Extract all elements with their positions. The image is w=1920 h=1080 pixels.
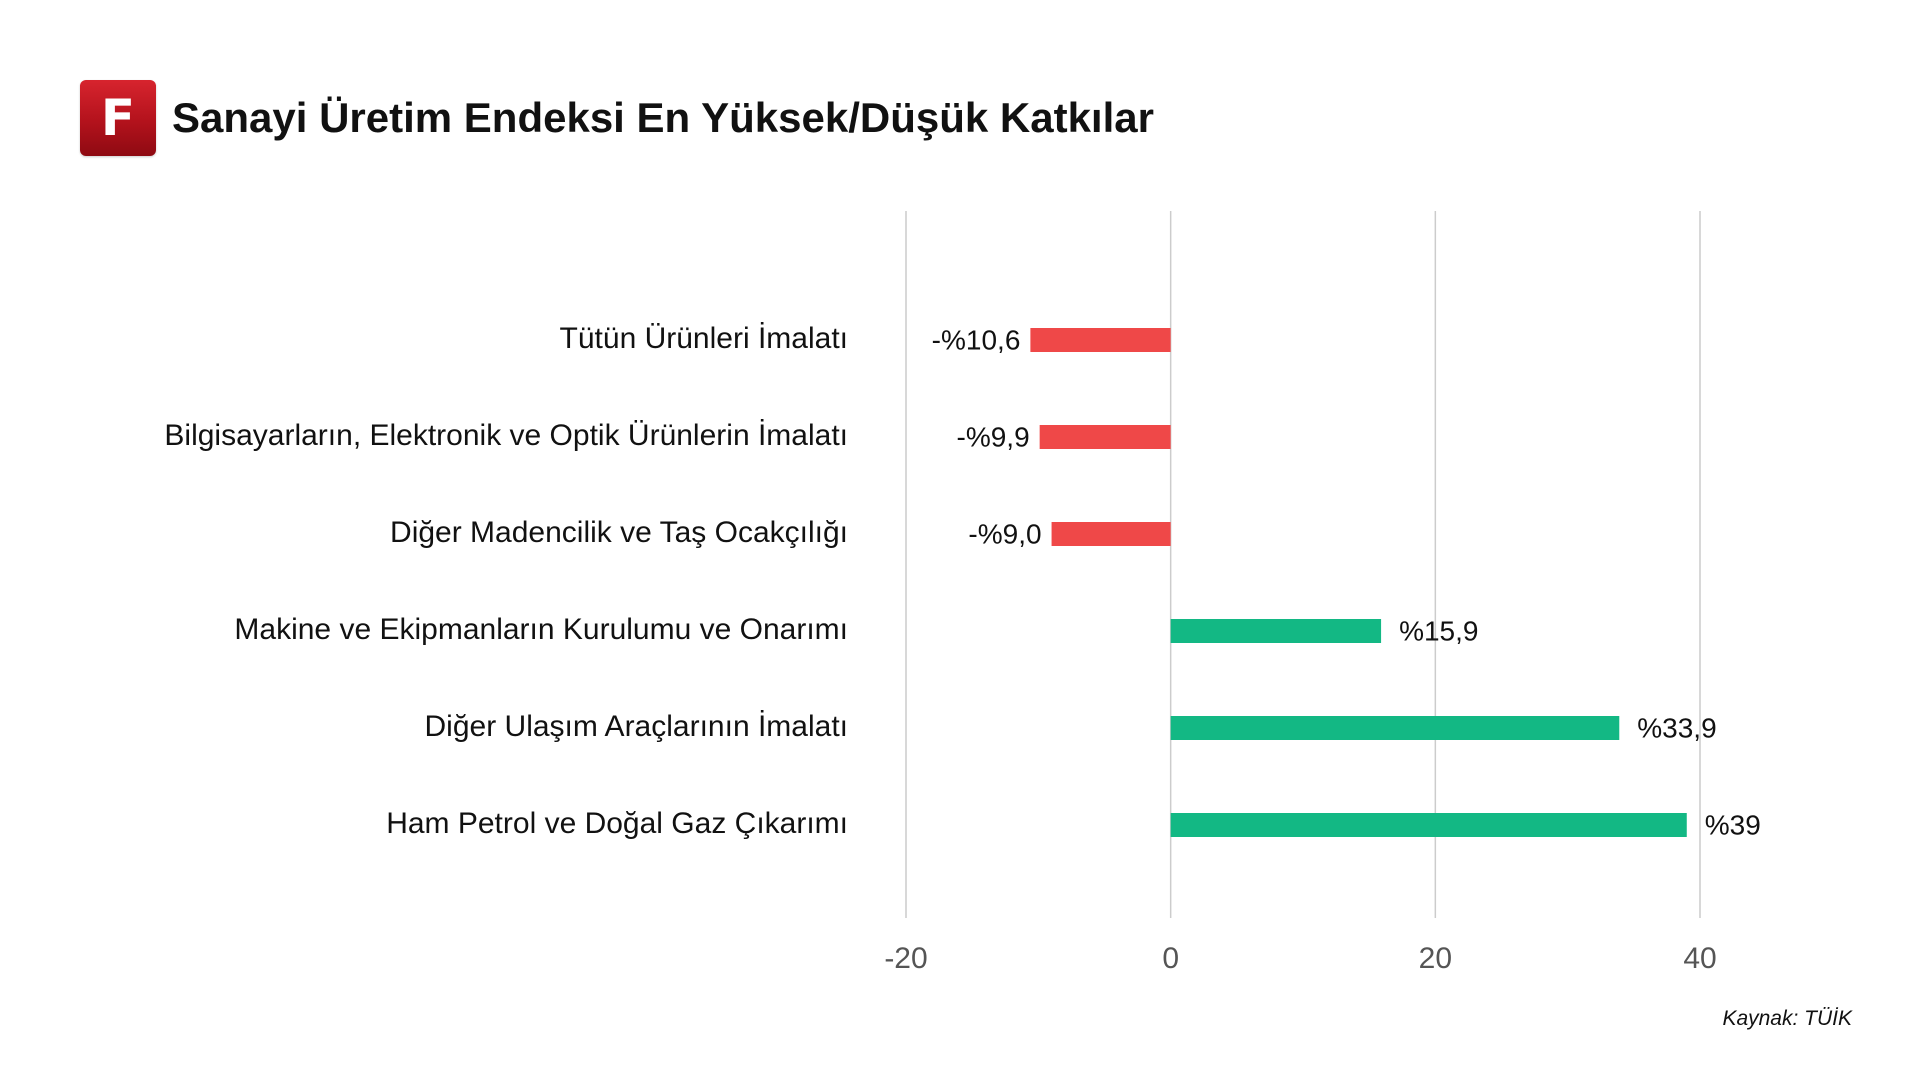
bars [1030, 328, 1687, 837]
bar [1039, 425, 1171, 449]
category-label: Diğer Madencilik ve Taş Ocakçılığı [390, 516, 848, 549]
category-label: Tütün Ürünleri İmalatı [560, 322, 848, 355]
bar [1170, 619, 1382, 643]
source-note: Kaynak: TÜİK [1722, 1007, 1852, 1030]
x-axis-ticks: -20 0 20 40 [884, 942, 1716, 975]
gridlines [905, 211, 1701, 918]
data-label: -%9,9 [957, 421, 1030, 452]
bar [1170, 813, 1687, 837]
data-label: %39 [1705, 809, 1761, 840]
category-labels: Tütün Ürünleri İmalatı Bilgisayarların, E… [164, 322, 848, 840]
category-label: Makine ve Ekipmanların Kurulumu ve Onarı… [234, 613, 848, 646]
x-tick-label: -20 [884, 942, 927, 975]
data-labels: -%10,6 -%9,9 -%9,0 %15,9 %33,9 %39 [932, 324, 1761, 840]
x-tick-label: 20 [1419, 942, 1452, 975]
x-tick-label: 40 [1683, 942, 1716, 975]
data-label: %15,9 [1399, 615, 1478, 646]
bar [1051, 522, 1171, 546]
data-label: -%10,6 [932, 324, 1021, 355]
bar [1170, 716, 1620, 740]
chart-header: F Sanayi Üretim Endeksi En Yüksek/Düşük … [80, 80, 1154, 156]
x-tick-label: 0 [1162, 942, 1179, 975]
data-label: -%9,0 [968, 518, 1041, 549]
category-label: Diğer Ulaşım Araçlarının İmalatı [425, 710, 848, 743]
data-label: %33,9 [1637, 712, 1716, 743]
bar [1030, 328, 1171, 352]
category-label: Ham Petrol ve Doğal Gaz Çıkarımı [386, 807, 848, 840]
brand-logo: F [80, 80, 156, 156]
chart-title: Sanayi Üretim Endeksi En Yüksek/Düşük Ka… [172, 94, 1154, 141]
category-label: Bilgisayarların, Elektronik ve Optik Ürü… [164, 419, 848, 452]
